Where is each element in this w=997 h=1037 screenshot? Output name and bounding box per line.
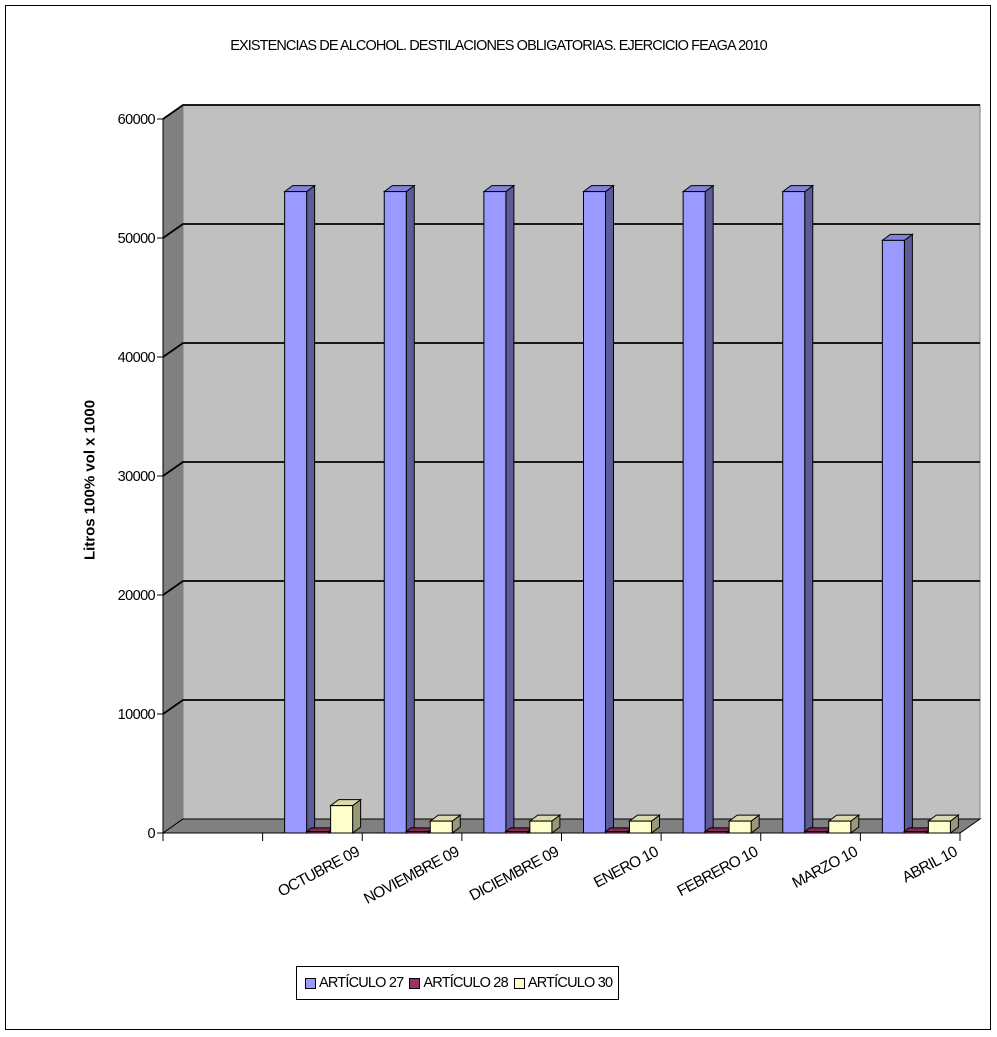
legend-swatch	[409, 977, 421, 989]
gridline	[162, 223, 980, 239]
bar-top	[603, 827, 634, 832]
bar-side	[505, 184, 515, 834]
gridline	[162, 104, 980, 120]
bar-top	[404, 827, 435, 832]
bar	[284, 191, 308, 834]
bar-side	[903, 233, 913, 834]
x-tick-label: NOVIEMBRE 09	[361, 843, 462, 907]
bar	[828, 820, 852, 834]
legend-swatch	[305, 977, 316, 989]
bar	[306, 831, 330, 834]
x-tick-label: ENERO 10	[591, 843, 662, 892]
bar	[704, 831, 728, 834]
legend-swatch	[513, 977, 525, 989]
chart-title: EXISTENCIAS DE ALCOHOL. DESTILACIONES OB…	[230, 38, 768, 54]
legend: ARTÍCULO 27 ARTÍCULO 28 ARTÍCULO 30	[296, 966, 620, 1000]
y-tick-label: 60000	[118, 112, 156, 128]
legend-label: ARTÍCULO 28	[423, 975, 508, 991]
bar	[728, 820, 752, 834]
bar-top	[504, 827, 535, 832]
bar-top	[305, 827, 335, 832]
bar-side	[306, 184, 316, 834]
x-tick-label: OCTUBRE 09	[275, 843, 362, 900]
bars	[283, 184, 960, 834]
bar	[903, 831, 927, 834]
bar-side	[405, 184, 415, 834]
bar	[505, 831, 529, 834]
y-tick-label: 40000	[118, 350, 156, 366]
legend-item: ARTÍCULO 27	[305, 975, 404, 991]
y-tick-label: 30000	[118, 469, 156, 485]
gridlines	[162, 104, 980, 715]
bar	[429, 820, 453, 834]
y-tick-label: 10000	[118, 707, 156, 723]
bar-side	[704, 184, 714, 834]
legend-label: ARTÍCULO 27	[319, 975, 404, 991]
x-tick-label: ABRIL 10	[899, 843, 960, 886]
bar	[927, 820, 951, 834]
bar-top	[902, 827, 933, 832]
bar	[804, 831, 828, 834]
bar	[629, 820, 652, 834]
bar-side	[605, 184, 614, 834]
bar	[383, 191, 407, 834]
x-tick-label: FEBRERO 10	[675, 843, 762, 900]
bar	[881, 239, 905, 834]
bar	[583, 191, 606, 834]
bar-side	[804, 184, 814, 834]
bar	[483, 191, 507, 834]
x-tick-label: MARZO 10	[789, 843, 861, 892]
gridline	[162, 342, 980, 358]
bar-top	[703, 827, 734, 832]
bar-top	[803, 827, 834, 832]
legend-label: ARTÍCULO 30	[527, 975, 613, 991]
gridline	[162, 699, 980, 715]
bar	[605, 831, 628, 834]
y-tick-label: 0	[148, 826, 156, 842]
gridline	[162, 461, 980, 477]
x-tick-label: DICIEMBRE 09	[467, 843, 562, 904]
bar	[682, 191, 706, 834]
legend-item: ARTÍCULO 30	[513, 975, 613, 991]
bar	[782, 191, 806, 834]
gridline	[162, 580, 980, 596]
y-tick-label: 20000	[118, 588, 156, 604]
y-tick-label: 50000	[118, 231, 156, 247]
legend-item: ARTÍCULO 28	[409, 975, 509, 991]
bar	[529, 820, 553, 834]
bar	[330, 805, 354, 834]
bar	[405, 831, 429, 834]
